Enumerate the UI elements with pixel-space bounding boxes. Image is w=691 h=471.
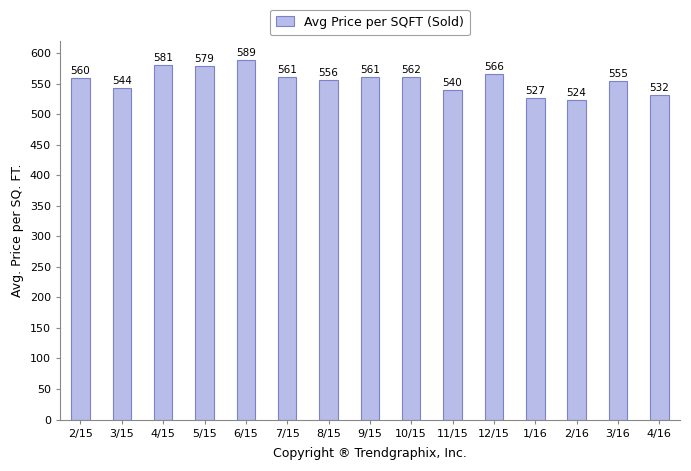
Text: 524: 524 <box>567 88 587 98</box>
Text: 581: 581 <box>153 53 173 63</box>
Bar <box>236 60 255 420</box>
Bar <box>443 90 462 420</box>
Bar <box>650 95 668 420</box>
Text: 561: 561 <box>360 65 380 75</box>
Bar <box>567 100 586 420</box>
Bar <box>154 65 173 420</box>
Text: 560: 560 <box>70 66 91 76</box>
Text: 527: 527 <box>525 86 545 96</box>
Text: 532: 532 <box>650 83 669 93</box>
Legend: Avg Price per SQFT (Sold): Avg Price per SQFT (Sold) <box>270 9 470 35</box>
Y-axis label: Avg. Price per SQ. FT.: Avg. Price per SQ. FT. <box>11 163 24 297</box>
Bar <box>195 66 214 420</box>
Text: 566: 566 <box>484 62 504 72</box>
Text: 544: 544 <box>112 76 132 86</box>
Bar <box>526 98 545 420</box>
Text: 561: 561 <box>277 65 297 75</box>
Text: 540: 540 <box>443 78 462 88</box>
Bar <box>402 76 421 420</box>
Bar <box>71 78 90 420</box>
Bar <box>278 77 296 420</box>
Text: 589: 589 <box>236 48 256 58</box>
Text: 555: 555 <box>608 69 628 79</box>
Bar <box>319 80 338 420</box>
Text: 562: 562 <box>401 65 421 75</box>
Text: 556: 556 <box>319 68 339 78</box>
Bar <box>484 74 503 420</box>
Bar <box>113 88 131 420</box>
Bar <box>609 81 627 420</box>
Bar <box>361 77 379 420</box>
X-axis label: Copyright ® Trendgraphix, Inc.: Copyright ® Trendgraphix, Inc. <box>273 447 467 460</box>
Text: 579: 579 <box>195 54 214 65</box>
